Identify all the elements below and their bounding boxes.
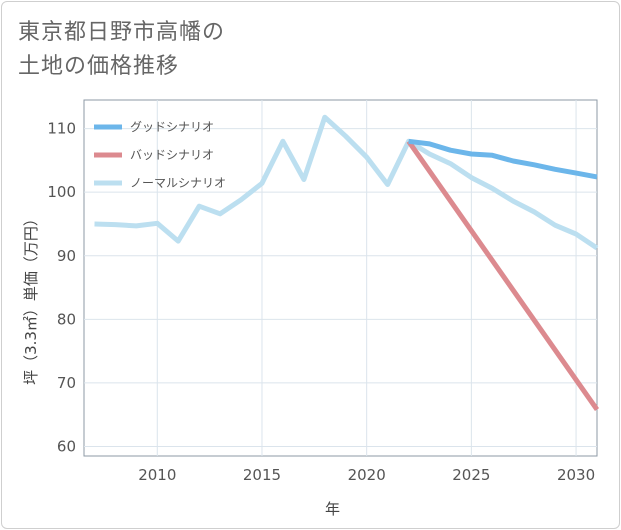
chart-title: 東京都日野市高幡の 土地の価格推移 [18,16,225,84]
y-axis-label: 坪（3.3㎡）単価（万円） [22,211,40,385]
title-line-1: 東京都日野市高幡の [18,20,226,45]
title-line-2: 土地の価格推移 [18,54,180,79]
series-line-1 [406,139,600,412]
x-tick-label-2020: 2020 [348,466,386,484]
x-tick-label-2030: 2030 [557,466,595,484]
y-tick-label-110: 110 [47,120,76,138]
x-tick-label-2015: 2015 [243,466,281,484]
series-line-2 [94,114,599,251]
y-tick-label-80: 80 [57,310,76,328]
legend-label-1: バッドシナリオ [130,148,214,162]
y-tick-label-90: 90 [57,247,76,265]
y-tick-label-60: 60 [57,437,76,455]
plot-area [83,99,598,457]
legend-label-2: ノーマルシナリオ [130,176,226,190]
x-tick-label-2010: 2010 [138,466,176,484]
legend-label-0: グッドシナリオ [130,120,214,134]
series-line-0 [408,138,598,180]
y-tick-label-100: 100 [47,183,76,201]
x-tick-label-2025: 2025 [452,466,490,484]
y-tick-label-70: 70 [57,374,76,392]
x-axis-label: 年 [325,500,340,518]
